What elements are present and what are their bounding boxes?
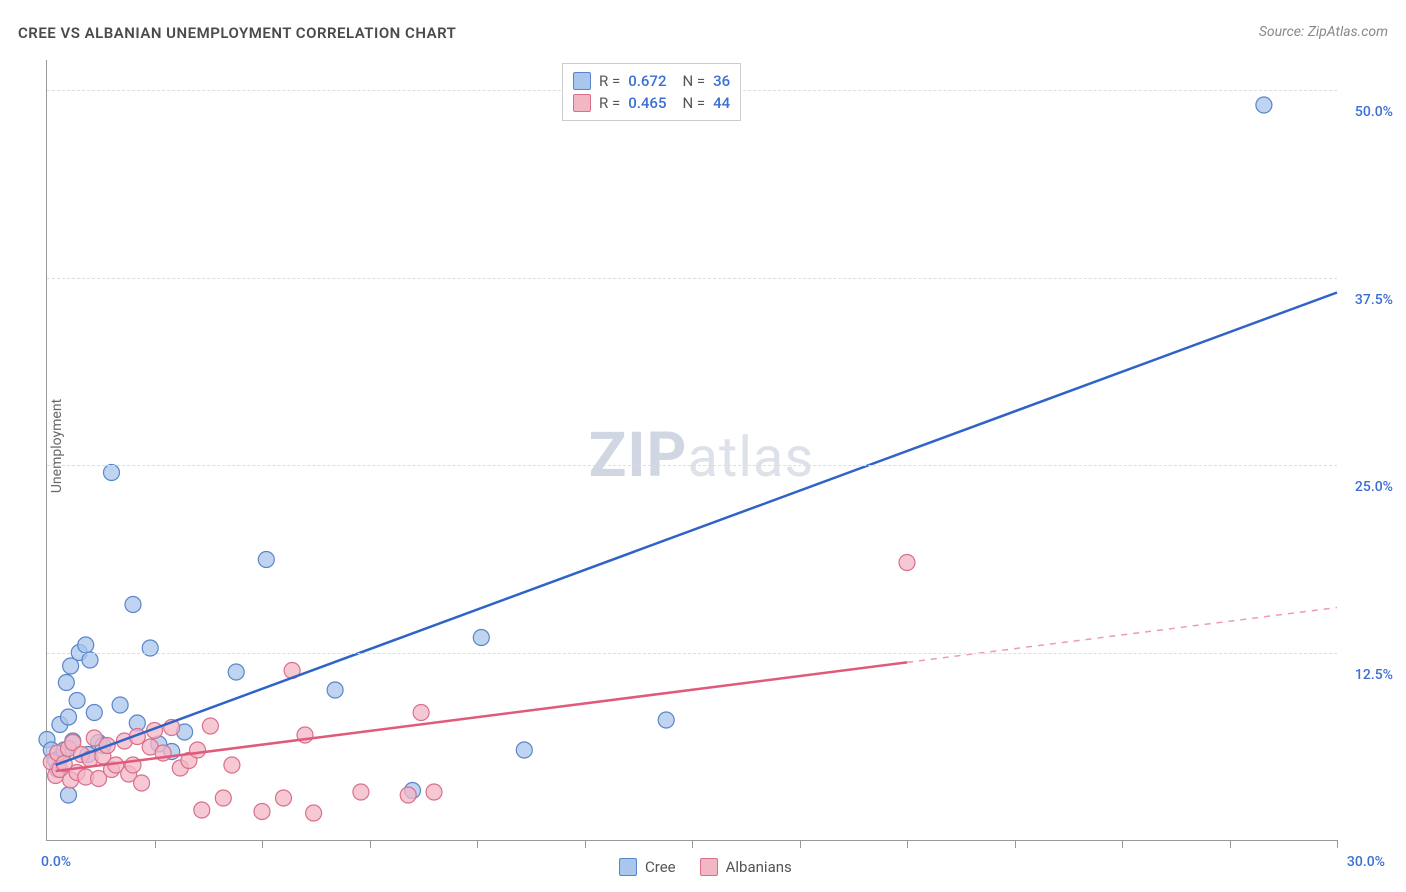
x-tick — [1230, 840, 1231, 848]
legend-swatch — [619, 858, 637, 876]
x-tick — [1122, 840, 1123, 848]
data-point — [658, 712, 674, 728]
series-legend: Cree Albanians — [619, 858, 792, 876]
plot-area: ZIPatlas 12.5%25.0%37.5%50.0%0.0%30.0%R … — [46, 60, 1337, 841]
gridline — [47, 278, 1337, 279]
legend-n-value: 36 — [713, 72, 730, 90]
legend-series-name: Albanians — [726, 858, 792, 876]
x-tick — [262, 840, 263, 848]
legend-swatch — [700, 858, 718, 876]
legend-n-value: 44 — [713, 94, 730, 112]
data-point — [69, 693, 85, 709]
x-tick — [907, 840, 908, 848]
x-tick — [155, 840, 156, 848]
data-point — [86, 705, 102, 721]
legend-n-label: N = — [682, 94, 705, 112]
gridline — [47, 653, 1337, 654]
data-point — [426, 784, 442, 800]
data-point — [134, 775, 150, 791]
data-point — [413, 705, 429, 721]
legend-r-label: R = — [599, 72, 620, 90]
data-point — [194, 802, 210, 818]
x-tick — [1015, 840, 1016, 848]
legend-swatch — [573, 72, 591, 90]
y-tick-label: 25.0% — [1355, 479, 1393, 495]
chart-svg — [47, 60, 1337, 840]
data-point — [306, 805, 322, 821]
data-point — [899, 555, 915, 571]
data-point — [258, 552, 274, 568]
data-point — [58, 675, 74, 691]
data-point — [112, 697, 128, 713]
data-point — [142, 640, 158, 656]
y-tick-label: 50.0% — [1355, 104, 1393, 120]
legend-item: Albanians — [700, 858, 792, 876]
legend-r-label: R = — [599, 94, 620, 112]
trend-line-dashed — [907, 608, 1337, 663]
data-point — [190, 742, 206, 758]
x-tick — [800, 840, 801, 848]
data-point — [276, 790, 292, 806]
data-point — [228, 664, 244, 680]
legend-row: R = 0.465 N = 44 — [573, 92, 730, 114]
legend-series-name: Cree — [645, 858, 676, 876]
legend-r-value: 0.465 — [628, 94, 666, 112]
x-tick — [1337, 840, 1338, 848]
data-point — [353, 784, 369, 800]
data-point — [224, 757, 240, 773]
data-point — [215, 790, 231, 806]
data-point — [82, 652, 98, 668]
x-tick — [692, 840, 693, 848]
gridline — [47, 465, 1337, 466]
chart-title: CREE VS ALBANIAN UNEMPLOYMENT CORRELATIO… — [18, 24, 456, 42]
data-point — [202, 718, 218, 734]
data-point — [254, 804, 270, 820]
data-point — [400, 787, 416, 803]
data-point — [473, 630, 489, 646]
legend-r-value: 0.672 — [628, 72, 666, 90]
trend-line — [56, 293, 1337, 766]
source-label: Source: ZipAtlas.com — [1259, 24, 1388, 40]
x-tick — [585, 840, 586, 848]
data-point — [104, 465, 120, 481]
legend-swatch — [573, 94, 591, 112]
x-origin-label: 0.0% — [41, 854, 71, 870]
data-point — [61, 709, 77, 725]
legend-row: R = 0.672 N = 36 — [573, 70, 730, 92]
data-point — [125, 597, 141, 613]
y-tick-label: 12.5% — [1355, 667, 1393, 683]
data-point — [78, 637, 94, 653]
x-tick — [477, 840, 478, 848]
x-max-label: 30.0% — [1347, 854, 1385, 870]
x-tick — [370, 840, 371, 848]
chart-container: CREE VS ALBANIAN UNEMPLOYMENT CORRELATIO… — [0, 0, 1406, 892]
data-point — [61, 787, 77, 803]
data-point — [327, 682, 343, 698]
correlation-legend: R = 0.672 N = 36 R = 0.465 N = 44 — [562, 63, 741, 121]
data-point — [516, 742, 532, 758]
legend-item: Cree — [619, 858, 676, 876]
legend-n-label: N = — [682, 72, 705, 90]
y-tick-label: 37.5% — [1355, 292, 1393, 308]
data-point — [1256, 97, 1272, 113]
